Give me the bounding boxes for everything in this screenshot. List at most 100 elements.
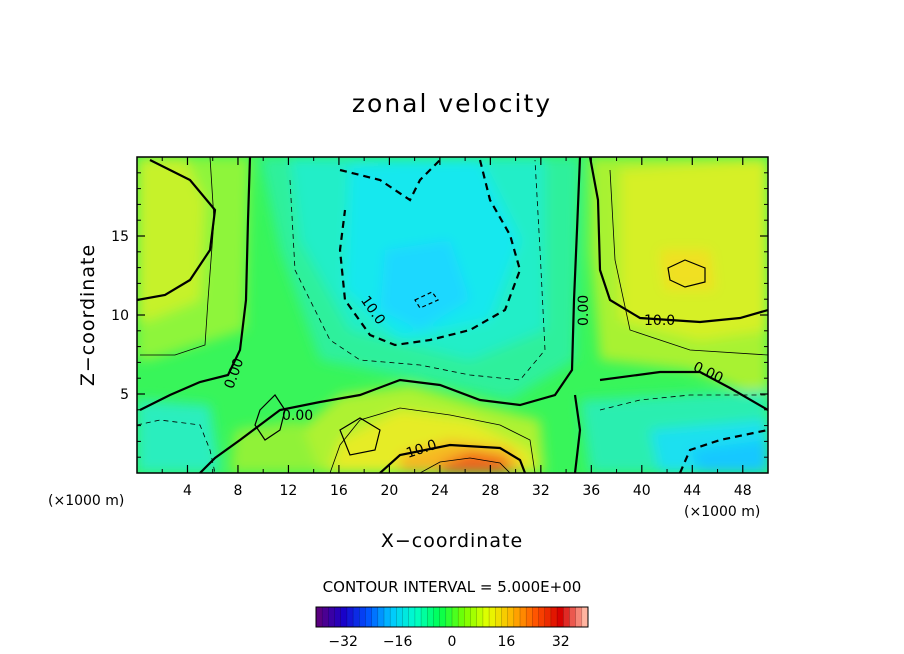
colorbar-cell: [390, 607, 397, 627]
x-tick-label: 40: [633, 483, 651, 499]
colorbar-cell: [346, 607, 354, 627]
region-right-peak: [660, 250, 715, 290]
thin-contour-6: [599, 394, 768, 411]
y-axis-label: Z−coordinate: [77, 244, 99, 386]
thin-contour-5: [419, 457, 511, 473]
pos10-contour: [379, 443, 527, 473]
wiggle-contour-bottom: [339, 417, 381, 456]
colorbar-cell: [544, 607, 552, 627]
contour-label: 0.00: [576, 295, 592, 326]
region-bottom-warm-peak: [440, 452, 510, 473]
neg10-contour: [338, 159, 522, 347]
colorbar-cell: [433, 607, 441, 627]
x-tick-label: 36: [582, 483, 600, 499]
heatmap-field: [137, 157, 768, 473]
colorbar-cell: [482, 607, 490, 627]
colorbar-cell: [322, 607, 329, 627]
colorbar-cell: [452, 607, 459, 627]
colorbar-cell: [507, 607, 515, 627]
colorbar-cell: [371, 607, 379, 627]
x-axis-label: X−coordinate: [381, 530, 523, 552]
colorbar-cell: [513, 607, 521, 627]
x-tick-label: 48: [734, 483, 752, 499]
x-axis: 4 8 12 16 20 24 28 32 36 40 44 48: [161, 157, 752, 499]
colorbar-cell: [408, 607, 416, 627]
wiggle-contour-left: [254, 394, 286, 441]
colorbar-cell: [557, 607, 564, 627]
colorbar-cell: [316, 607, 323, 627]
colorbar-cell: [384, 607, 391, 627]
colorbar-cell: [359, 607, 366, 627]
colorbar-cell: [538, 607, 546, 627]
zero-contour-center: [199, 157, 582, 473]
x-tick-label: 8: [233, 483, 242, 499]
right-peak-contour: [667, 259, 706, 288]
colorbar-cell: [532, 607, 540, 627]
thin-contour-2: [289, 159, 546, 381]
y-tick-label: 15: [111, 229, 129, 245]
region-center-cyan-peak: [380, 240, 470, 330]
colorbar-cell: [563, 607, 570, 627]
colorbar-tick-label: 32: [552, 634, 570, 650]
x-tick-label: 32: [532, 483, 550, 499]
contour-interval-label: CONTOUR INTERVAL = 5.000E+00: [323, 578, 582, 596]
x-tick-label: 16: [330, 483, 348, 499]
neg10-contour-small: [414, 291, 439, 309]
colorbar-cell: [526, 607, 533, 627]
colorbar-tick-label: 16: [497, 634, 515, 650]
contour-label: 10.0: [644, 313, 675, 329]
colorbar-cell: [581, 607, 589, 627]
colorbar-cell: [377, 607, 385, 627]
colorbar-ticks: −32 −16 0 16 32: [328, 634, 569, 650]
region-bottom-left-cyan: [137, 400, 220, 473]
colorbar-cell: [396, 607, 404, 627]
x-tick-label: 28: [481, 483, 499, 499]
x-tick-label: 12: [280, 483, 298, 499]
colorbar-frame: [315, 606, 589, 628]
thin-contour-3: [609, 169, 768, 356]
colorbar-cell: [470, 607, 478, 627]
x-tick-label: 20: [380, 483, 398, 499]
contour-lines: [137, 157, 768, 473]
x-tick-label: 24: [431, 483, 449, 499]
colorbar-cell: [550, 607, 558, 627]
zero-contour-left: [139, 157, 252, 411]
colorbar-cell: [334, 607, 342, 627]
x-tick-label: 4: [183, 483, 192, 499]
colorbar-cell: [427, 607, 434, 627]
region-left-core: [137, 157, 205, 320]
neg-contour-bottom-right: [678, 428, 768, 473]
colorbar-cell: [575, 607, 583, 627]
colorbar-cell: [414, 607, 422, 627]
colorbar-cell: [495, 607, 502, 627]
colorbar-cell: [476, 607, 484, 627]
colorbar-cell: [445, 607, 453, 627]
colorbar-cell: [365, 607, 373, 627]
x-tick-label: 44: [683, 483, 701, 499]
colorbar-cell: [340, 607, 348, 627]
colorbar-cell: [402, 607, 410, 627]
y-axis: 5 10 15: [111, 172, 768, 458]
colorbar-cell: [569, 607, 577, 627]
y-tick-label: 5: [120, 387, 129, 403]
colorbar-cell: [501, 607, 509, 627]
colorbar-cell: [421, 607, 428, 627]
thin-contour-4: [329, 407, 536, 473]
x-unit-right: (×1000 m): [684, 504, 760, 520]
colorbar-cell: [439, 607, 447, 627]
colorbar-cell: [520, 607, 527, 627]
colorbar-cell: [458, 607, 465, 627]
contour-label: 0.00: [282, 408, 313, 424]
chart-title: zonal velocity: [352, 89, 552, 118]
colorbar-cell: [464, 607, 472, 627]
region-bottom-right-peak: [690, 440, 768, 473]
colorbar-tick-label: −32: [328, 634, 358, 650]
colorbar-cell: [328, 607, 336, 627]
zero-contour-left-edge: [137, 159, 217, 302]
zero-contour-right-upper: [588, 157, 768, 324]
colorbar-cell: [489, 607, 496, 627]
colorbar-tick-label: −16: [383, 634, 413, 650]
thin-contour-1: [140, 157, 215, 356]
colorbar: [315, 606, 589, 628]
